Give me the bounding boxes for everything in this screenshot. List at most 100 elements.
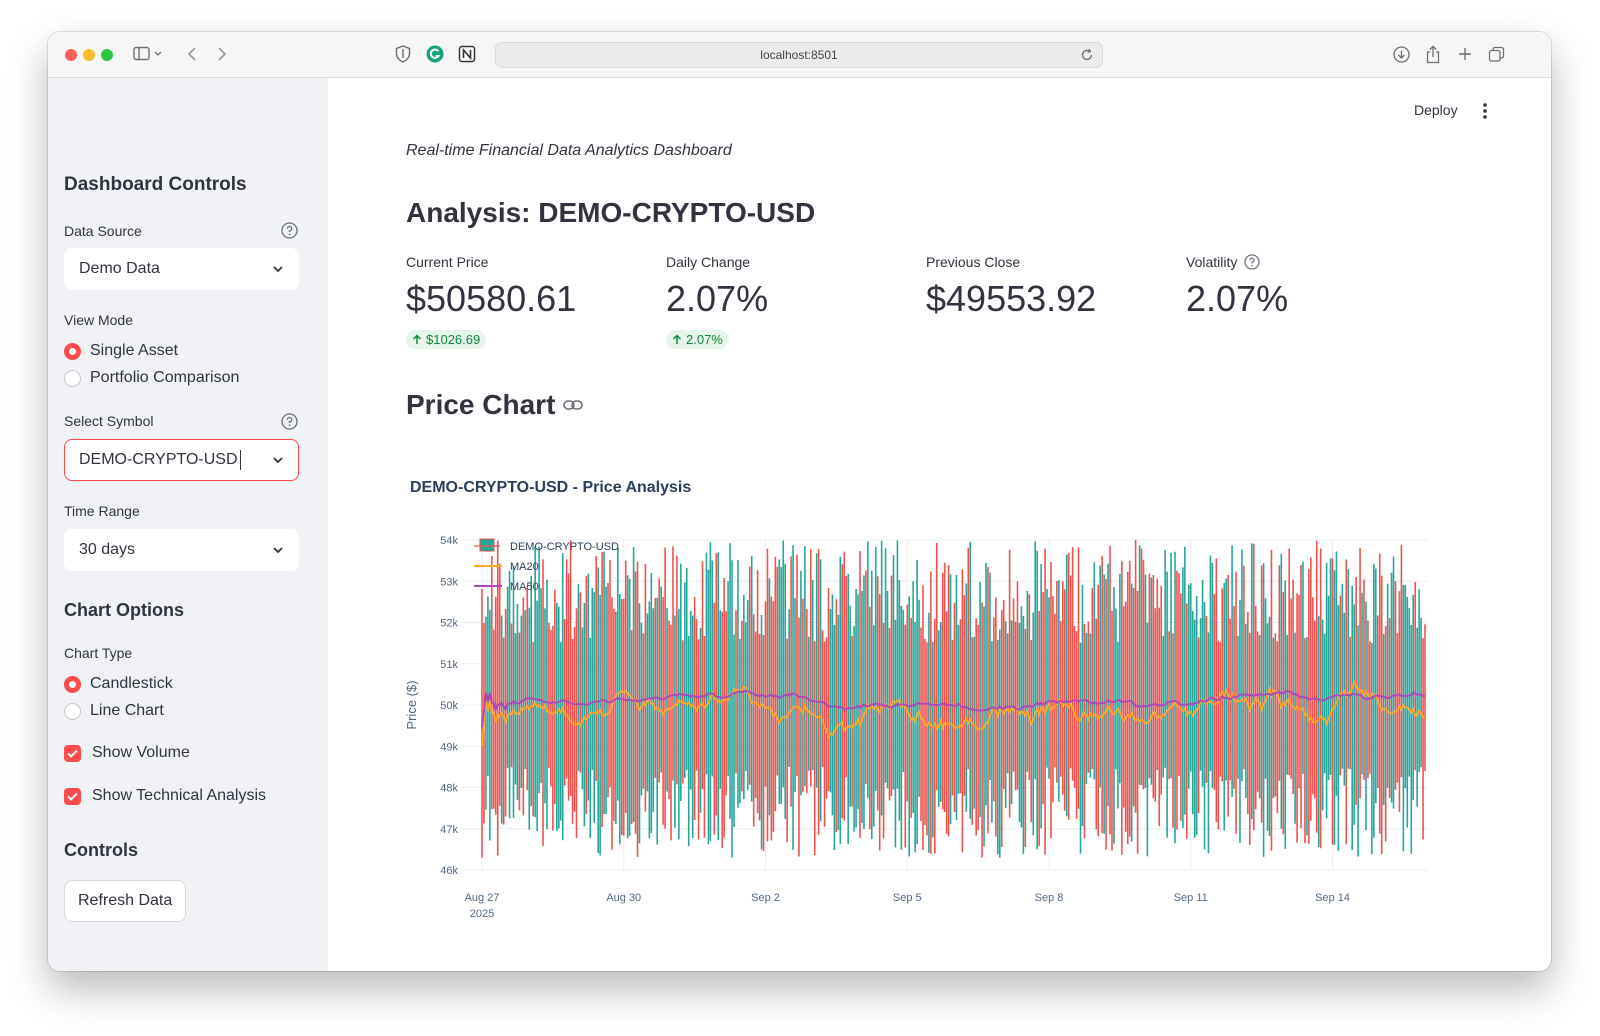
metric-delta-value: $1026.69 bbox=[426, 332, 481, 347]
x-year-label: 2025 bbox=[470, 908, 494, 920]
data-source-help-icon[interactable] bbox=[281, 222, 298, 239]
forward-icon[interactable] bbox=[212, 43, 232, 65]
legend-candle-swatch bbox=[479, 538, 495, 552]
legend-label: DEMO-CRYPTO-USD bbox=[510, 541, 619, 553]
sidebar-toggle-icon[interactable] bbox=[130, 43, 166, 65]
close-window-button[interactable] bbox=[65, 49, 77, 61]
controls-title: Controls bbox=[64, 840, 138, 860]
data-source-select[interactable]: Demo Data bbox=[64, 248, 299, 290]
refresh-data-button[interactable]: Refresh Data bbox=[64, 880, 187, 922]
downloads-icon[interactable] bbox=[1390, 43, 1412, 65]
arrow-up-icon bbox=[412, 334, 422, 344]
y-tick-label: 50k bbox=[440, 700, 458, 712]
metric-value: 2.07% bbox=[666, 278, 769, 319]
symbol-select[interactable]: DEMO-CRYPTO-USD bbox=[64, 439, 299, 481]
radio-line-chart[interactable]: Line Chart bbox=[64, 702, 164, 720]
text-cursor bbox=[239, 450, 241, 470]
browser-window: localhost:8501 Dashboard Controls Data S… bbox=[48, 32, 1551, 971]
radio-single-asset[interactable]: Single Asset bbox=[64, 342, 178, 360]
legend-label: MA20 bbox=[510, 561, 539, 573]
radio-label: Line Chart bbox=[90, 702, 164, 719]
chevron-down-icon bbox=[273, 266, 283, 273]
time-range-select[interactable]: 30 days bbox=[64, 529, 299, 571]
metric-value: $49553.92 bbox=[926, 278, 1097, 319]
y-tick-label: 54k bbox=[440, 535, 458, 547]
metric-current-price: Current Price $50580.61 $1026.69 bbox=[406, 254, 656, 350]
tab-overview-icon[interactable] bbox=[1485, 43, 1507, 65]
deploy-button[interactable]: Deploy bbox=[1414, 102, 1458, 118]
metric-volatility: Volatility 2.07% bbox=[1186, 254, 1436, 320]
checkbox-checked-icon bbox=[64, 744, 81, 762]
data-source-label: Data Source bbox=[64, 223, 142, 239]
url-text: localhost:8501 bbox=[760, 48, 838, 62]
show-technical-analysis-checkbox[interactable]: Show Technical Analysis bbox=[64, 787, 266, 805]
metric-value: 2.07% bbox=[1186, 278, 1289, 319]
arrow-up-icon bbox=[672, 334, 682, 344]
x-tick-label: Aug 30 bbox=[606, 892, 641, 904]
shield-icon[interactable] bbox=[393, 43, 413, 65]
main-menu-icon[interactable] bbox=[1482, 102, 1488, 120]
new-tab-icon[interactable] bbox=[1454, 43, 1476, 65]
grammarly-icon[interactable] bbox=[425, 43, 445, 65]
checkbox-label: Show Volume bbox=[92, 744, 190, 761]
metric-previous-close: Previous Close $49553.92 bbox=[926, 254, 1176, 320]
notion-icon[interactable] bbox=[457, 43, 477, 65]
volatility-help-icon[interactable] bbox=[1244, 254, 1261, 270]
sidebar: Dashboard Controls Data Source Demo Data… bbox=[48, 78, 328, 971]
sidebar-title: Dashboard Controls bbox=[64, 174, 247, 195]
chart-type-label: Chart Type bbox=[64, 645, 133, 661]
y-tick-label: 52k bbox=[440, 618, 458, 630]
chart-title: DEMO-CRYPTO-USD - Price Analysis bbox=[410, 479, 692, 496]
radio-portfolio-comparison[interactable]: Portfolio Comparison bbox=[64, 369, 239, 387]
zoom-window-button[interactable] bbox=[101, 49, 113, 61]
reload-icon[interactable] bbox=[1080, 48, 1094, 65]
metric-label: Daily Change bbox=[666, 254, 751, 270]
select-symbol-help-icon[interactable] bbox=[281, 413, 298, 430]
metric-label: Previous Close bbox=[926, 254, 1021, 270]
checkbox-label: Show Technical Analysis bbox=[92, 787, 267, 804]
main-content: Deploy Real-time Financial Data Analytic… bbox=[328, 78, 1551, 971]
metric-label: Current Price bbox=[406, 254, 489, 270]
back-icon[interactable] bbox=[182, 43, 202, 65]
symbol-value: DEMO-CRYPTO-USD bbox=[79, 451, 238, 468]
metric-value: $50580.61 bbox=[406, 278, 577, 319]
minimize-window-button[interactable] bbox=[83, 49, 95, 61]
checkbox-checked-icon bbox=[64, 787, 81, 805]
chart-options-title: Chart Options bbox=[64, 600, 184, 620]
legend-label: MA50 bbox=[510, 581, 539, 593]
analysis-title: Analysis: DEMO-CRYPTO-USD bbox=[406, 197, 816, 228]
y-tick-label: 46k bbox=[440, 865, 458, 877]
metric-daily-change: Daily Change 2.07% 2.07% bbox=[666, 254, 916, 350]
radio-label: Single Asset bbox=[90, 342, 179, 359]
y-tick-label: 49k bbox=[440, 741, 458, 753]
view-mode-label: View Mode bbox=[64, 312, 134, 328]
metric-delta: 2.07% bbox=[666, 330, 729, 349]
x-tick-label: Aug 27 bbox=[465, 892, 500, 904]
x-tick-label: Sep 11 bbox=[1174, 892, 1208, 904]
show-volume-checkbox[interactable]: Show Volume bbox=[64, 744, 190, 762]
chevron-down-icon bbox=[273, 547, 283, 554]
link-icon[interactable] bbox=[563, 399, 584, 411]
price-chart-title: Price Chart bbox=[406, 389, 556, 420]
y-tick-label: 47k bbox=[440, 824, 458, 836]
price-chart-heading: Price Chart bbox=[406, 389, 584, 421]
x-tick-label: Sep 5 bbox=[893, 892, 922, 904]
x-tick-label: Sep 8 bbox=[1035, 892, 1064, 904]
radio-label: Portfolio Comparison bbox=[90, 369, 240, 386]
y-tick-label: 48k bbox=[440, 783, 458, 795]
share-icon[interactable] bbox=[1422, 43, 1444, 65]
radio-unselected-icon bbox=[64, 369, 81, 387]
address-bar[interactable]: localhost:8501 bbox=[495, 42, 1103, 68]
candlestick-chart[interactable]: 46k 47k 48k 49k 50k 51k 52k 53k 54k Aug 27 Aug 30 S… bbox=[398, 518, 1458, 938]
chevron-down-icon bbox=[273, 457, 283, 464]
radio-candlestick[interactable]: Candlestick bbox=[64, 675, 173, 693]
select-symbol-label: Select Symbol bbox=[64, 413, 154, 429]
time-range-value: 30 days bbox=[79, 541, 136, 558]
y-tick-label: 53k bbox=[440, 576, 458, 588]
data-source-value: Demo Data bbox=[79, 260, 160, 277]
x-tick-label: Sep 14 bbox=[1315, 892, 1350, 904]
dashboard-subtitle: Real-time Financial Data Analytics Dashb… bbox=[406, 142, 732, 159]
radio-selected-icon bbox=[64, 675, 81, 693]
metric-label: Volatility bbox=[1186, 254, 1238, 270]
y-tick-label: 51k bbox=[440, 659, 458, 671]
